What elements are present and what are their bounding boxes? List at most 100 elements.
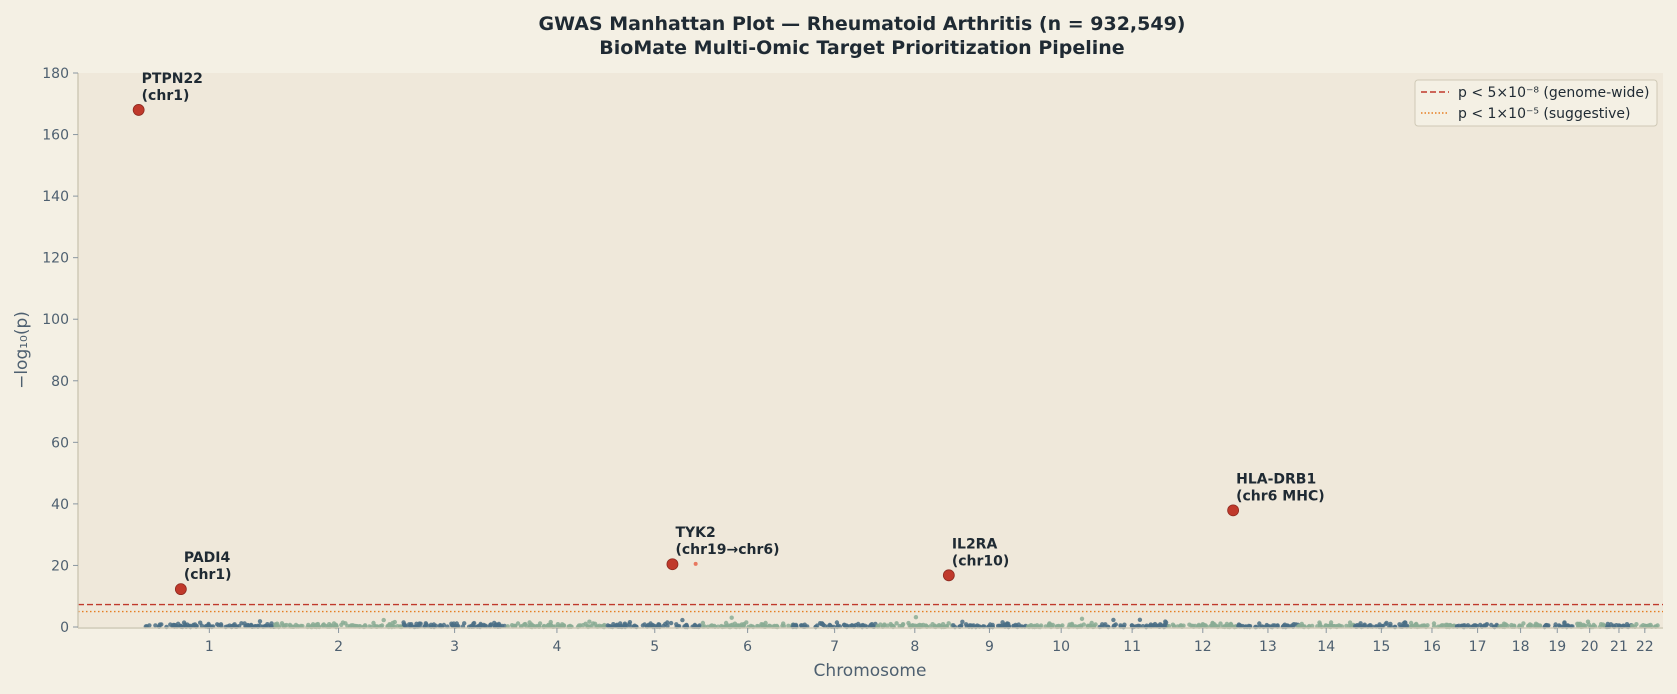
y-tick-label: 140 [42,189,69,205]
snp-point [819,621,824,627]
chart-title: GWAS Manhattan Plot — Rheumatoid Arthrit… [539,13,1186,35]
snp-point [321,622,326,627]
snp-point [627,620,633,625]
y-axis-label: −log₁₀(p) [12,311,32,389]
snp-point [932,623,937,628]
hit-point [666,558,679,571]
hit-label-gene: TYK2 [675,525,715,541]
snp-point [700,620,706,626]
snp-point [147,623,152,628]
snp-point [1210,620,1215,626]
snp-point [1377,622,1382,627]
snp-point [1229,623,1234,628]
snp-point [215,622,220,627]
snp-point [1521,621,1526,626]
x-tick-label: 9 [985,639,994,655]
snp-point [868,622,873,628]
hit-label-location: (chr19→chr6) [675,542,779,558]
hit-point [132,104,145,116]
snp-point [548,622,553,628]
plot-area [78,73,1663,627]
snp-point [1112,623,1117,628]
snp-point [680,617,685,623]
x-tick-label: 19 [1548,639,1566,655]
snp-point [1236,622,1242,627]
snp-point [1317,622,1323,627]
snp-point [828,623,833,628]
snp-point [1404,623,1410,628]
x-tick-label: 10 [1052,639,1070,655]
snp-point [1581,622,1586,628]
snp-point [1275,623,1280,628]
snp-point [273,623,279,628]
snp-point [912,623,918,628]
snp-point [537,621,543,626]
snp-point [535,623,540,629]
x-tick-label: 5 [650,639,659,655]
snp-point [913,615,919,620]
snp-point [1397,622,1402,627]
hit-point [942,569,955,582]
x-axis-label: Chromosome [814,661,927,681]
snp-point [1050,622,1056,628]
y-tick-label: 180 [42,66,69,82]
y-axis-ticks: 0 20 40 60 80 100 120 140 160 180 [42,66,78,636]
snp-point [172,622,177,628]
snp-point [1562,621,1567,626]
x-tick-label: 4 [552,639,561,655]
hit-label-location: (chr1) [142,88,190,104]
hit-point [1227,504,1240,517]
snp-point [1473,623,1478,628]
snp-point [1111,617,1116,623]
chart-subtitle: BioMate Multi-Omic Target Prioritization… [599,37,1124,59]
snp-point [1509,622,1514,628]
legend-box [1414,79,1658,127]
snp-point [471,620,477,626]
hit-point [174,583,187,596]
snp-point [1218,621,1223,626]
hit-label-location: (chr1) [184,567,232,583]
snp-point [454,621,459,626]
hit-label-gene: PADI4 [184,550,231,566]
snp-point [592,621,598,626]
y-tick-label: 20 [51,558,69,574]
snp-point [1310,623,1315,629]
snp-point [960,619,965,624]
snp-point [921,622,926,628]
x-tick-label: 15 [1372,639,1390,655]
snp-point [528,623,533,628]
snp-point [1192,623,1198,629]
y-tick-label: 60 [51,435,69,451]
snp-point [1157,623,1162,629]
legend: p < 5×10⁻⁸ (genome-wide) p < 1×10⁻⁵ (sug… [1414,79,1658,127]
x-tick-label: 12 [1194,639,1212,655]
snp-point [1484,622,1490,627]
snp-point [1137,617,1143,622]
snp-point [1300,623,1305,629]
x-tick-label: 7 [830,639,839,655]
x-tick-label: 13 [1259,639,1277,655]
snp-point [576,623,582,628]
snp-point [381,617,386,623]
y-tick-label: 0 [60,620,69,636]
snp-point [618,621,623,626]
snp-point [1328,620,1334,625]
snp-point [478,623,483,628]
y-tick-label: 40 [51,497,69,513]
snp-point [1163,619,1168,624]
snp-point [900,622,905,628]
x-tick-label: 8 [910,639,919,655]
snp-point [963,622,969,627]
snp-point [951,623,956,628]
snp-point [1422,623,1427,628]
x-tick-label: 22 [1636,639,1654,655]
legend-suggestive-label: p < 1×10⁻⁵ (suggestive) [1458,106,1630,122]
snp-point [1347,623,1352,628]
snp-point [1171,623,1177,629]
snp-point [263,623,268,629]
snp-point [1535,622,1540,627]
snp-point [587,619,592,624]
snp-point [449,621,454,626]
snp-point [239,621,244,626]
x-tick-label: 11 [1123,639,1141,655]
